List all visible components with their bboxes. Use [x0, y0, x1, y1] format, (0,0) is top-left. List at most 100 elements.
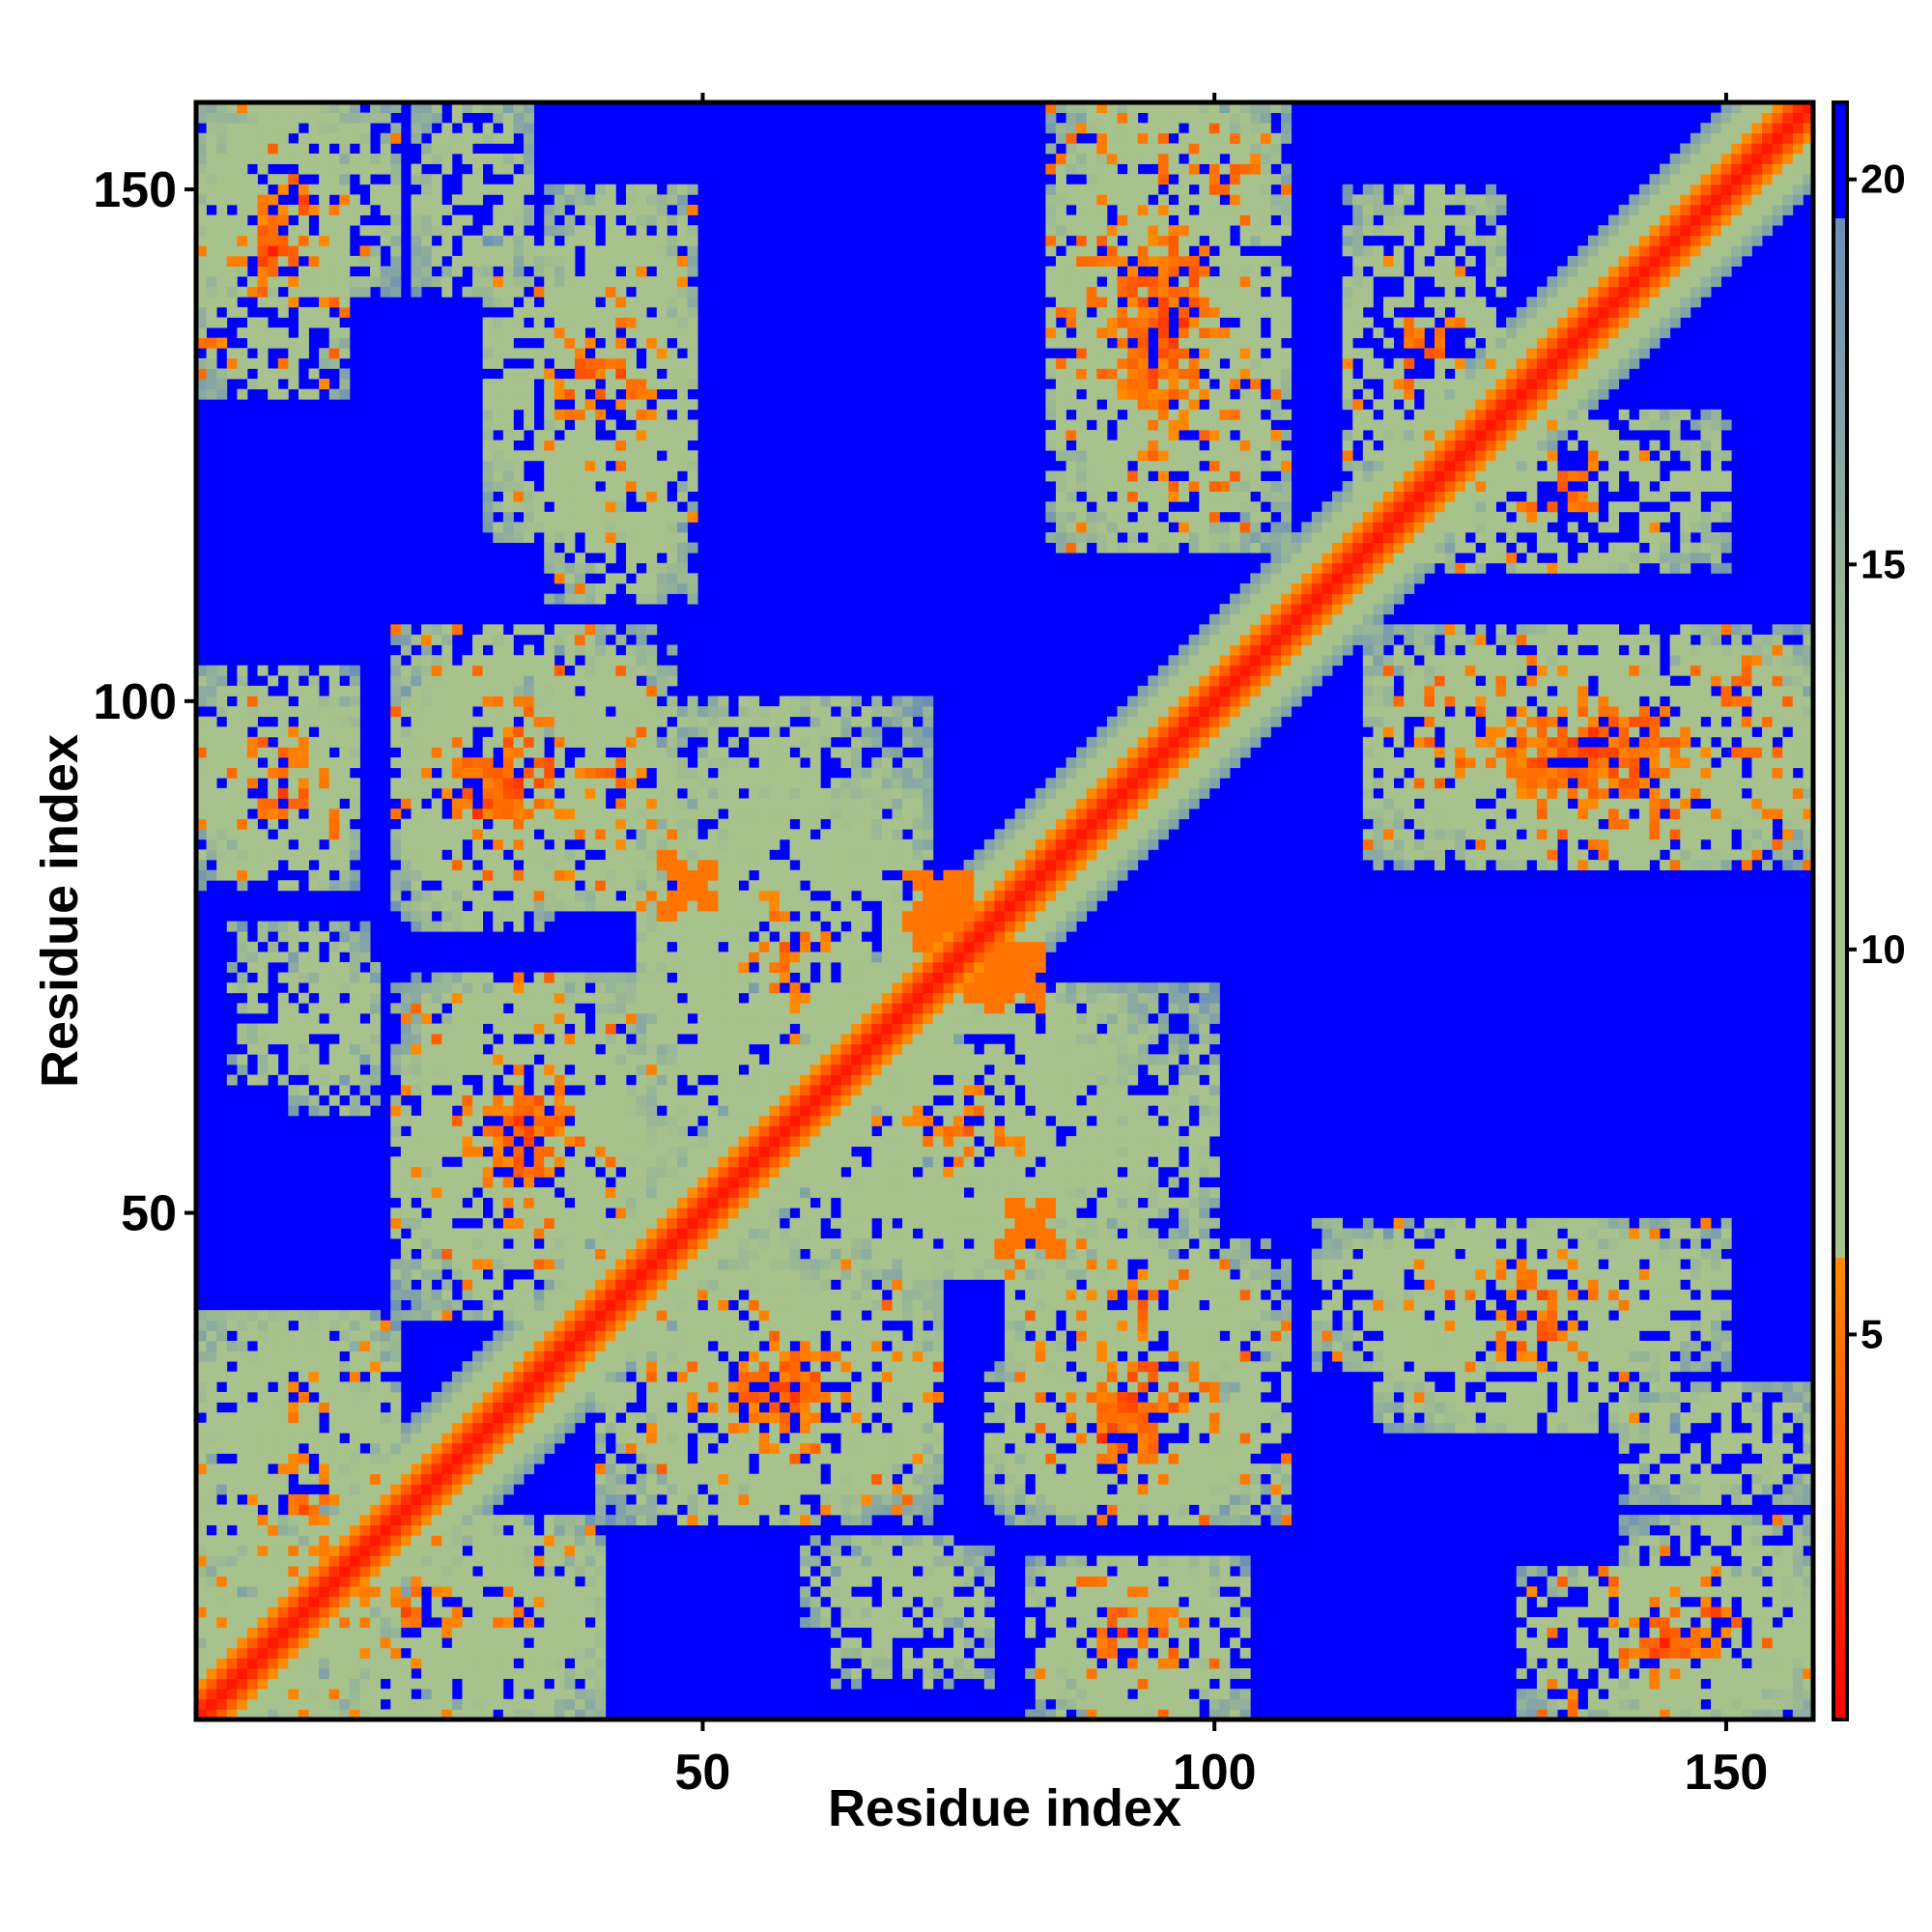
heatmap-cell — [493, 1350, 504, 1362]
heatmap-cell — [564, 726, 576, 738]
heatmap-cell — [206, 1422, 217, 1434]
heatmap-cell — [533, 624, 545, 636]
heatmap-cell — [564, 388, 576, 400]
heatmap-cell — [328, 972, 340, 983]
heatmap-cell — [524, 174, 535, 185]
heatmap-cell — [554, 860, 565, 871]
heatmap-cell — [656, 1463, 668, 1475]
heatmap-cell — [605, 1105, 616, 1117]
heatmap-cell — [656, 225, 668, 237]
heatmap-cell — [687, 368, 698, 380]
heatmap-cell — [328, 388, 340, 400]
heatmap-cell — [482, 1596, 494, 1607]
heatmap-cell — [441, 1453, 453, 1464]
heatmap-cell — [462, 1166, 473, 1178]
heatmap-cell — [595, 1689, 607, 1700]
heatmap-cell — [533, 1709, 545, 1720]
heatmap-cell — [451, 818, 463, 830]
heatmap-cell — [441, 736, 453, 748]
heatmap-cell — [298, 1535, 309, 1547]
heatmap-cell — [288, 1412, 299, 1424]
heatmap-cell — [319, 1555, 330, 1567]
heatmap-cell — [575, 1177, 585, 1188]
heatmap-cell — [667, 1350, 678, 1362]
heatmap-cell — [268, 379, 279, 390]
heatmap-cell — [524, 1228, 535, 1239]
heatmap-cell — [298, 726, 309, 738]
heatmap-cell — [246, 1023, 258, 1035]
heatmap-cell — [328, 1535, 340, 1547]
heatmap-cell — [288, 174, 299, 185]
heatmap-cell — [544, 787, 555, 799]
heatmap-cell — [687, 1115, 698, 1126]
heatmap-cell — [472, 255, 484, 267]
heatmap-cell — [277, 184, 289, 195]
heatmap-cell — [575, 450, 585, 462]
heatmap-cell — [707, 1268, 719, 1280]
heatmap-cell — [564, 869, 576, 881]
heatmap-cell — [339, 1442, 351, 1454]
heatmap-cell — [656, 531, 668, 543]
heatmap-cell — [493, 1248, 504, 1260]
heatmap-cell — [349, 961, 360, 973]
heatmap-cell — [482, 992, 494, 1004]
heatmap-cell — [646, 1197, 658, 1208]
heatmap-cell — [595, 1320, 607, 1331]
heatmap-cell — [605, 992, 616, 1004]
heatmap-cell — [451, 1094, 463, 1106]
heatmap-cell — [277, 132, 289, 144]
heatmap-cell — [687, 542, 698, 554]
heatmap-cell — [493, 880, 504, 892]
heatmap-cell — [206, 163, 217, 175]
heatmap-cell — [482, 1606, 494, 1618]
heatmap-cell — [667, 379, 678, 390]
heatmap-cell — [216, 1606, 228, 1618]
heatmap-cell — [707, 1023, 719, 1035]
heatmap-cell — [513, 1208, 525, 1219]
heatmap-cell — [339, 716, 351, 727]
heatmap-cell — [328, 767, 340, 779]
heatmap-cell — [524, 1668, 535, 1680]
heatmap-cell — [676, 1473, 688, 1485]
heatmap-cell — [575, 409, 585, 420]
heatmap-cell — [667, 276, 678, 288]
heatmap-cell — [359, 1463, 371, 1475]
heatmap-cell — [636, 1290, 647, 1300]
heatmap-cell — [502, 1606, 514, 1618]
heatmap-cell — [697, 1279, 709, 1291]
heatmap-cell — [697, 798, 709, 810]
heatmap-cell — [196, 726, 207, 738]
heatmap-cell — [554, 1177, 565, 1188]
heatmap-cell — [472, 184, 484, 195]
heatmap-cell — [595, 982, 607, 994]
heatmap-cell — [544, 348, 555, 359]
heatmap-cell — [421, 225, 433, 237]
heatmap-cell — [482, 1003, 494, 1014]
heatmap-cell — [554, 747, 565, 758]
heatmap-cell — [595, 1330, 607, 1342]
heatmap-cell — [554, 1197, 565, 1208]
heatmap-cell — [676, 900, 688, 912]
heatmap-cell — [584, 1586, 596, 1598]
heatmap-cell — [554, 255, 565, 267]
heatmap-cell — [411, 798, 422, 810]
heatmap-cell — [411, 890, 422, 901]
heatmap-cell — [584, 1064, 596, 1075]
heatmap-cell — [544, 562, 555, 574]
heatmap-cell — [707, 1156, 719, 1168]
heatmap-cell — [636, 1043, 647, 1055]
heatmap-cell — [370, 1402, 382, 1413]
heatmap-cell — [636, 1177, 647, 1188]
heatmap-cell — [328, 1310, 340, 1321]
heatmap-cell — [707, 1064, 719, 1075]
heatmap-cell — [339, 1545, 351, 1556]
heatmap-cell — [431, 1259, 442, 1270]
heatmap-cell — [687, 778, 698, 789]
heatmap-cell — [513, 1647, 525, 1659]
heatmap-cell — [646, 757, 658, 769]
heatmap-cell — [246, 736, 258, 748]
heatmap-cell — [328, 809, 340, 820]
heatmap-cell — [226, 1381, 238, 1393]
heatmap-cell — [564, 450, 576, 462]
heatmap-cell — [595, 675, 607, 687]
